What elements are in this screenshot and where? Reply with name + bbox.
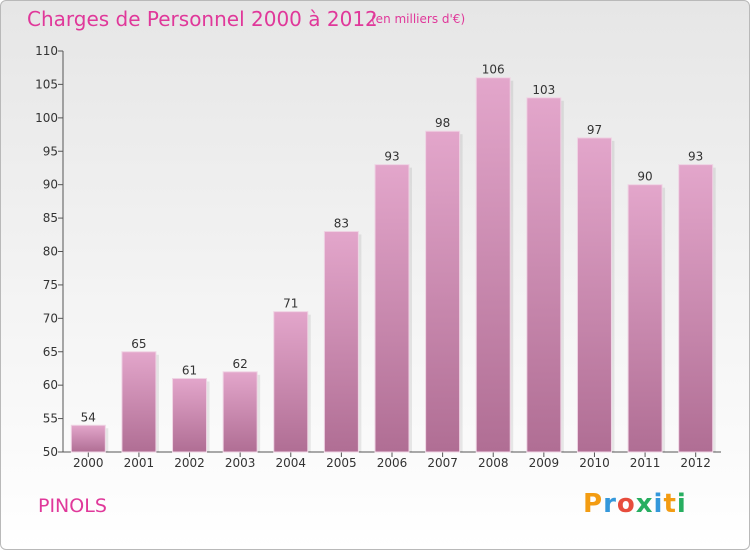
value-label: 97 (587, 123, 602, 137)
x-tick-label: 2002 (174, 456, 205, 470)
y-tick-label: 80 (43, 245, 58, 259)
logo-letter: i (676, 489, 687, 519)
y-tick-label: 100 (35, 111, 58, 125)
x-tick-label: 2005 (326, 456, 357, 470)
x-tick-label: 2004 (275, 456, 306, 470)
value-label: 98 (435, 116, 450, 130)
bar-2004 (273, 311, 309, 453)
place-name: PINOLS (38, 495, 107, 517)
x-tick-label: 2007 (427, 456, 458, 470)
y-tick-label: 105 (35, 77, 58, 91)
axes: 50 55 60 65 70 75 80 85 90 95 100 105 110 2000 2001 200… (35, 44, 721, 470)
chart-subtitle: (en milliers d'€) (371, 12, 466, 26)
y-tick-label: 90 (43, 178, 58, 192)
value-label: 71 (283, 297, 298, 311)
bars (70, 77, 716, 453)
value-label: 62 (233, 357, 248, 371)
logo-letter: x (635, 489, 654, 519)
y-tick-label: 85 (43, 211, 58, 225)
x-tick-label: 2003 (225, 456, 256, 470)
x-tick-label: 2000 (73, 456, 104, 470)
bar-2001 (121, 351, 157, 453)
proxiti-logo: Proxiti (583, 489, 687, 519)
value-labels: 54 65 61 62 71 83 93 98 106 103 97 90 93 (81, 63, 704, 425)
y-tick-label: 75 (43, 278, 58, 292)
value-label: 93 (384, 150, 399, 164)
bar-2012 (678, 164, 714, 453)
x-tick-label: 2010 (579, 456, 610, 470)
y-tick-label: 60 (43, 378, 58, 392)
value-label: 54 (81, 410, 96, 424)
value-label: 90 (637, 170, 652, 184)
x-tick-label: 2009 (529, 456, 560, 470)
bar-2002 (172, 377, 208, 453)
y-tick-label: 50 (43, 445, 58, 459)
chart-title: Charges de Personnel 2000 à 2012 (27, 7, 378, 31)
y-tick-label: 110 (35, 44, 58, 58)
bar-2007 (425, 130, 461, 453)
value-label: 83 (334, 216, 349, 230)
logo-letter: i (653, 489, 664, 519)
bar-2009 (526, 97, 562, 453)
bar-2010 (576, 137, 612, 453)
y-tick-label: 70 (43, 311, 58, 325)
bar-2000 (70, 424, 106, 453)
logo-letter: o (616, 489, 636, 519)
value-label: 61 (182, 363, 197, 377)
x-tick-label: 2008 (478, 456, 509, 470)
bar-2006 (374, 164, 410, 453)
x-tick-label: 2011 (630, 456, 661, 470)
y-tick-label: 65 (43, 345, 58, 359)
y-tick-label: 95 (43, 144, 58, 158)
bar-2011 (627, 184, 663, 453)
value-label: 106 (482, 63, 505, 77)
y-tick-label: 55 (43, 412, 58, 426)
logo-letter: t (663, 489, 677, 519)
x-tick-label: 2012 (680, 456, 711, 470)
value-label: 65 (131, 337, 146, 351)
bar-2005 (323, 230, 359, 453)
bar-2003 (222, 371, 258, 453)
value-label: 103 (532, 83, 555, 97)
x-tick-label: 2001 (124, 456, 155, 470)
bar-2008 (475, 77, 511, 453)
x-tick-label: 2006 (377, 456, 408, 470)
logo-letter: P (583, 489, 604, 519)
value-label: 93 (688, 150, 703, 164)
logo-letter: r (603, 489, 617, 519)
